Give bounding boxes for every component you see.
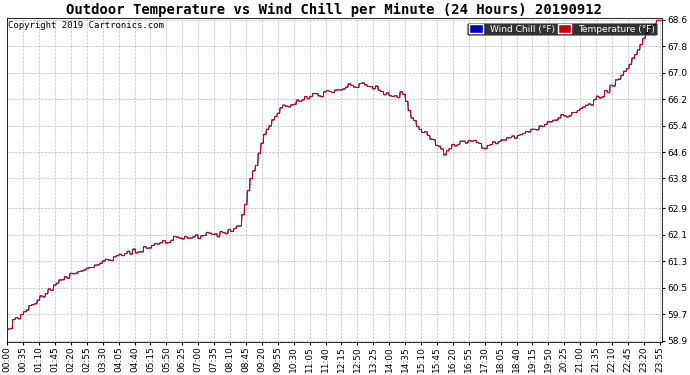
Text: Copyright 2019 Cartronics.com: Copyright 2019 Cartronics.com: [8, 21, 164, 30]
Legend: Wind Chill (°F), Temperature (°F): Wind Chill (°F), Temperature (°F): [467, 22, 657, 35]
Title: Outdoor Temperature vs Wind Chill per Minute (24 Hours) 20190912: Outdoor Temperature vs Wind Chill per Mi…: [66, 3, 602, 17]
